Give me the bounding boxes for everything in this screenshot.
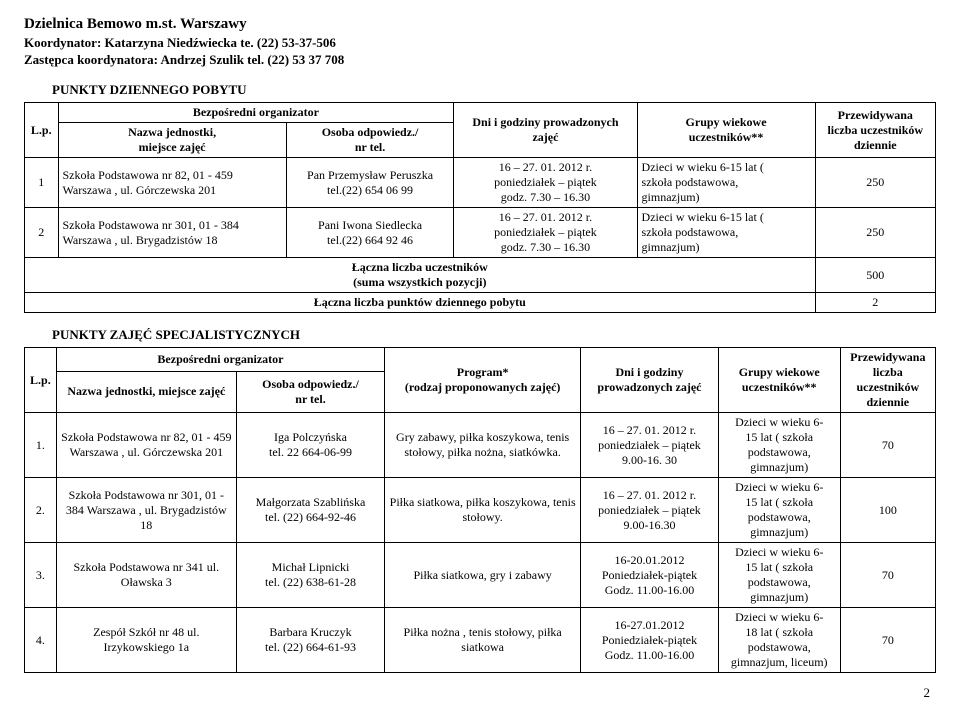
summary2-value: 2	[815, 293, 935, 313]
cell-days: 16-20.01.2012Poniedziałek-piątekGodz. 11…	[581, 543, 719, 608]
cell-lp: 4.	[25, 608, 57, 673]
cell-program: Piłka nożna , tenis stołowy, piłka siatk…	[385, 608, 581, 673]
cell-person: Pan Przemysław Peruszkatel.(22) 654 06 9…	[286, 158, 454, 208]
cell-lp: 1	[25, 158, 59, 208]
th-unit: Nazwa jednostki, miejsce zajęć	[56, 371, 236, 412]
summary2-label: Łączna liczba punktów dziennego pobytu	[25, 293, 816, 313]
cell-days: 16 – 27. 01. 2012 r.poniedziałek – piąte…	[454, 158, 637, 208]
th-lp: L.p.	[25, 103, 59, 158]
summary1-value: 500	[815, 258, 935, 293]
th-groups: Grupy wiekoweuczestników**	[718, 348, 840, 413]
deputy-line: Zastępca koordynatora: Andrzej Szulik te…	[24, 52, 936, 68]
coordinator-line: Koordynator: Katarzyna Niedźwiecka te. (…	[24, 35, 936, 51]
cell-days: 16 – 27. 01. 2012 r.poniedziałek – piąte…	[454, 208, 637, 258]
cell-groups: Dzieci w wieku 6-15 lat (szkoła podstawo…	[637, 208, 815, 258]
cell-forecast: 250	[815, 158, 935, 208]
table-row: 2. Szkoła Podstawowa nr 301, 01 - 384 Wa…	[25, 478, 936, 543]
cell-groups: Dzieci w wieku 6-15 lat ( szkołapodstawo…	[718, 478, 840, 543]
summary-row-1: Łączna liczba uczestników(suma wszystkic…	[25, 258, 936, 293]
cell-unit: Szkoła Podstawowa nr 301, 01 - 384 Warsz…	[56, 478, 236, 543]
page-number: 2	[24, 685, 936, 701]
cell-forecast: 250	[815, 208, 935, 258]
cell-person: Małgorzata Szablińskatel. (22) 664-92-46	[236, 478, 384, 543]
cell-lp: 3.	[25, 543, 57, 608]
cell-days: 16 – 27. 01. 2012 r.poniedziałek – piąte…	[581, 478, 719, 543]
table-row: 4. Zespół Szkół nr 48 ul. Irzykowskiego …	[25, 608, 936, 673]
cell-forecast: 70	[840, 608, 935, 673]
cell-forecast: 100	[840, 478, 935, 543]
cell-days: 16 – 27. 01. 2012 r.poniedziałek – piąte…	[581, 413, 719, 478]
cell-program: Piłka siatkowa, gry i zabawy	[385, 543, 581, 608]
th-person: Osoba odpowiedz./nr tel.	[286, 123, 454, 158]
cell-unit: Szkoła Podstawowa nr 82, 01 - 459 Warsza…	[58, 158, 286, 208]
summary-row-2: Łączna liczba punktów dziennego pobytu 2	[25, 293, 936, 313]
th-forecast: Przewidywanaliczbauczestnikówdziennie	[840, 348, 935, 413]
cell-program: Piłka siatkowa, piłka koszykowa, tenis s…	[385, 478, 581, 543]
th-days: Dni i godzinyprowadzonych zajęć	[581, 348, 719, 413]
th-groups: Grupy wiekoweuczestników**	[637, 103, 815, 158]
table-row: 2 Szkoła Podstawowa nr 301, 01 - 384 War…	[25, 208, 936, 258]
cell-person: Pani Iwona Siedleckatel.(22) 664 92 46	[286, 208, 454, 258]
district-title: Dzielnica Bemowo m.st. Warszawy	[24, 16, 936, 33]
table-row: 1 Szkoła Podstawowa nr 82, 01 - 459 Wars…	[25, 158, 936, 208]
table-row: 1. Szkoła Podstawowa nr 82, 01 - 459 War…	[25, 413, 936, 478]
table-specialist: L.p. Bezpośredni organizator Program*(ro…	[24, 347, 936, 673]
cell-lp: 1.	[25, 413, 57, 478]
summary1-label: Łączna liczba uczestników(suma wszystkic…	[25, 258, 816, 293]
th-organizer: Bezpośredni organizator	[58, 103, 454, 123]
cell-lp: 2.	[25, 478, 57, 543]
table-row: 3. Szkoła Podstawowa nr 341 ul. Oławska …	[25, 543, 936, 608]
th-forecast: Przewidywanaliczba uczestnikówdziennie	[815, 103, 935, 158]
cell-unit: Szkoła Podstawowa nr 82, 01 - 459 Warsza…	[56, 413, 236, 478]
cell-forecast: 70	[840, 413, 935, 478]
th-lp: L.p.	[25, 348, 57, 413]
cell-groups: Dzieci w wieku 6-15 lat ( szkołapodstawo…	[718, 543, 840, 608]
section1-title: PUNKTY DZIENNEGO POBYTU	[52, 82, 936, 98]
th-program: Program*(rodzaj proponowanych zajęć)	[385, 348, 581, 413]
cell-unit: Szkoła Podstawowa nr 301, 01 - 384 Warsz…	[58, 208, 286, 258]
cell-groups: Dzieci w wieku 6-15 lat (szkoła podstawo…	[637, 158, 815, 208]
cell-person: Barbara Kruczyktel. (22) 664-61-93	[236, 608, 384, 673]
cell-days: 16-27.01.2012Poniedziałek-piątekGodz. 11…	[581, 608, 719, 673]
cell-forecast: 70	[840, 543, 935, 608]
th-unit: Nazwa jednostki,miejsce zajęć	[58, 123, 286, 158]
cell-groups: Dzieci w wieku 6-15 lat ( szkołapodstawo…	[718, 413, 840, 478]
th-person: Osoba odpowiedz./nr tel.	[236, 371, 384, 412]
cell-unit: Szkoła Podstawowa nr 341 ul. Oławska 3	[56, 543, 236, 608]
cell-program: Gry zabawy, piłka koszykowa, tenis stoło…	[385, 413, 581, 478]
th-organizer: Bezpośredni organizator	[56, 348, 384, 372]
section2-title: PUNKTY ZAJĘĆ SPECJALISTYCZNYCH	[52, 327, 936, 343]
cell-unit: Zespół Szkół nr 48 ul. Irzykowskiego 1a	[56, 608, 236, 673]
th-days: Dni i godziny prowadzonychzajęć	[454, 103, 637, 158]
table-daily-stay: L.p. Bezpośredni organizator Dni i godzi…	[24, 102, 936, 313]
cell-lp: 2	[25, 208, 59, 258]
cell-person: Michał Lipnickitel. (22) 638-61-28	[236, 543, 384, 608]
cell-person: Iga Polczyńskatel. 22 664-06-99	[236, 413, 384, 478]
cell-groups: Dzieci w wieku 6-18 lat ( szkołapodstawo…	[718, 608, 840, 673]
